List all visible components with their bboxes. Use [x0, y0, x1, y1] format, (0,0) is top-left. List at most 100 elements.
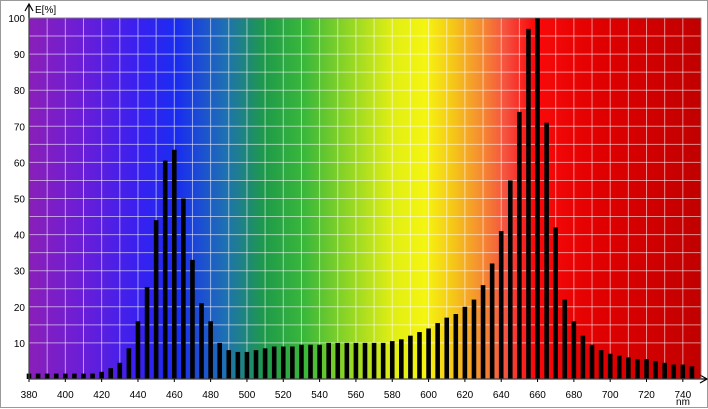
bar	[317, 344, 322, 379]
bar	[535, 18, 540, 379]
bar	[35, 373, 41, 379]
bar	[635, 359, 640, 379]
bar	[607, 353, 613, 379]
bar	[680, 364, 686, 379]
bar	[244, 351, 250, 379]
bar	[226, 350, 232, 379]
x-tick-label: 740	[674, 390, 691, 401]
bar	[362, 342, 368, 379]
y-tick-label: 60	[14, 158, 26, 169]
bar	[81, 373, 86, 379]
bar	[544, 122, 549, 379]
y-axis-label: E[%]	[35, 5, 56, 16]
y-tick-label: 30	[14, 267, 26, 278]
bar	[63, 373, 68, 379]
bar	[408, 335, 413, 379]
bar	[199, 303, 204, 379]
bar	[526, 28, 531, 380]
x-axis-arrow	[699, 374, 708, 384]
bar	[299, 344, 304, 379]
bar	[562, 299, 568, 379]
bar	[453, 314, 459, 379]
y-tick-label: 10	[14, 339, 26, 350]
bar	[171, 149, 177, 379]
x-tick-label: 380	[21, 390, 38, 401]
bar	[53, 373, 59, 379]
bar	[644, 359, 649, 379]
bar	[308, 344, 313, 379]
bar	[498, 230, 504, 379]
x-tick-label: 420	[93, 390, 110, 401]
bar	[653, 360, 658, 379]
bar	[517, 111, 522, 380]
bar	[589, 344, 595, 379]
bar	[389, 341, 395, 379]
bar	[280, 346, 286, 379]
x-tick-label: 500	[239, 390, 256, 401]
bar	[399, 339, 404, 379]
x-tick-label: 660	[529, 390, 546, 401]
bar	[126, 348, 132, 379]
bar	[471, 299, 477, 379]
bar	[99, 371, 104, 379]
bar	[44, 373, 50, 379]
bar	[626, 357, 631, 379]
bar	[290, 346, 295, 379]
x-tick-label: 640	[493, 390, 510, 401]
x-tick-label: 520	[275, 390, 292, 401]
bar	[90, 373, 95, 379]
bar	[108, 368, 114, 379]
bar	[580, 335, 586, 379]
x-axis-label: nm	[676, 397, 690, 408]
bar	[162, 160, 168, 379]
bar	[217, 342, 223, 379]
bar	[181, 198, 186, 379]
y-tick-label: 80	[14, 86, 26, 97]
bar	[662, 362, 667, 379]
bar	[689, 366, 695, 379]
bar	[462, 306, 468, 379]
x-tick-label: 460	[166, 390, 183, 401]
bar	[571, 321, 577, 379]
bar	[371, 342, 377, 379]
bar	[208, 321, 213, 379]
bar	[507, 180, 513, 379]
bar	[616, 355, 622, 379]
bar	[417, 332, 422, 379]
bar-series	[26, 18, 695, 380]
bar	[553, 227, 559, 379]
x-tick-labels: 380 400 420 440 460 480 500 520 540 560 580 600 620 6…	[21, 379, 692, 401]
x-tick-label: 620	[457, 390, 474, 401]
y-tick-label: 100	[8, 14, 25, 25]
x-tick-label: 720	[638, 390, 655, 401]
bar	[117, 362, 123, 379]
x-tick-label: 580	[384, 390, 401, 401]
bar	[135, 321, 141, 379]
bar	[262, 348, 268, 379]
y-axis-arrow	[24, 2, 34, 12]
y-tick-label: 90	[14, 50, 26, 61]
y-tick-label: 70	[14, 122, 26, 133]
bar	[326, 342, 331, 379]
bar	[153, 220, 159, 379]
x-tick-label: 540	[311, 390, 328, 401]
y-tick-label: 50	[14, 195, 26, 206]
bar	[426, 328, 431, 379]
y-tick-labels: 10 20 30 40 50 60 70 80 90 100	[8, 14, 25, 350]
bar	[435, 323, 440, 379]
bar	[271, 346, 277, 379]
x-tick-label: 560	[348, 390, 365, 401]
axes	[24, 2, 708, 384]
x-tick-label: 680	[566, 390, 583, 401]
x-tick-label: 700	[602, 390, 619, 401]
bar	[353, 342, 359, 379]
bar	[480, 285, 486, 379]
bar	[190, 259, 195, 379]
bar	[489, 263, 495, 379]
bar	[344, 342, 350, 379]
x-tick-label: 480	[202, 390, 219, 401]
x-tick-label: 440	[130, 390, 147, 401]
x-tick-label: 600	[420, 390, 437, 401]
bar	[335, 342, 341, 379]
bar	[444, 317, 450, 379]
